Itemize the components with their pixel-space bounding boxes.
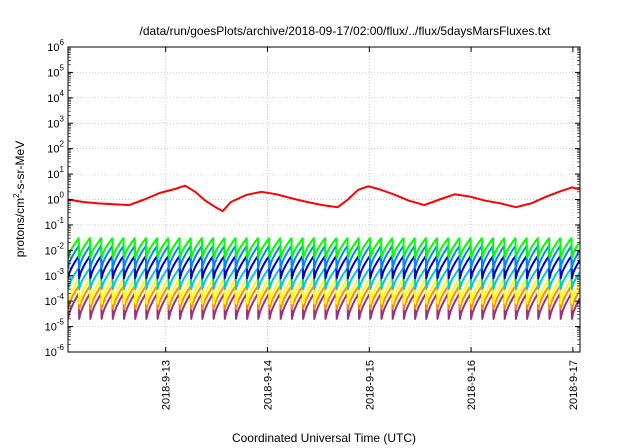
y-tick-label: 10-6 (45, 343, 65, 359)
series-group (68, 184, 580, 320)
y-tick-label: 10-2 (45, 241, 65, 257)
y-axis-label-base: protons/cm (13, 198, 27, 257)
y-tick-label: 101 (47, 165, 64, 181)
series-line (68, 184, 580, 213)
y-tick-label: 104 (47, 89, 64, 105)
y-axis-label: protons/cm2-s-sr-MeV (12, 141, 27, 257)
x-tick-label: 2018-9-16 (466, 360, 478, 410)
x-axis-label: Coordinated Universal Time (UTC) (232, 431, 416, 445)
y-tick-label: 100 (47, 191, 64, 207)
x-tick-label: 2018-9-14 (263, 360, 275, 410)
x-tick-label: 2018-9-17 (568, 360, 580, 410)
y-tick-label: 10-3 (45, 267, 65, 283)
x-tick-label: 2018-9-15 (364, 360, 376, 410)
y-tick-label: 10-4 (45, 292, 65, 308)
y-tick-label: 102 (47, 140, 64, 156)
chart-title: /data/run/goesPlots/archive/2018-09-17/0… (140, 24, 552, 38)
y-axis-ticks: 10-6 10-5 10-4 10-3 10-2 10-1 100 101 102 103 104 1… (45, 38, 580, 359)
y-tick-label: 105 (47, 63, 64, 79)
x-tick-label: 2018-9-13 (161, 360, 173, 410)
x-axis-ticks: 2018-9-13 2018-9-14 2018-9-15 2018-9-16 2018… (161, 47, 580, 410)
series-line (68, 277, 580, 305)
y-tick-label: 10-1 (45, 216, 65, 232)
y-axis-label-rest: -s-sr-MeV (13, 141, 27, 194)
series-line (68, 237, 580, 259)
y-axis-label-sup: 2 (12, 193, 21, 198)
y-tick-label: 103 (47, 114, 64, 130)
y-tick-label: 10-5 (45, 318, 65, 334)
series-line (68, 292, 580, 320)
y-tick-label: 106 (47, 38, 64, 54)
series-line (68, 255, 580, 280)
